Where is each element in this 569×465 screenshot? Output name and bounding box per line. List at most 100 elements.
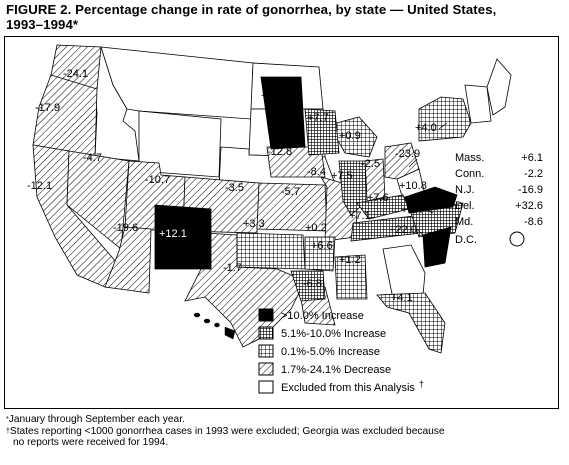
legend-swatch-increase-5-10 bbox=[258, 326, 274, 340]
label-OH: -23.9 bbox=[395, 148, 420, 160]
state-SC bbox=[422, 226, 452, 268]
legend-swatch-increase-0-5 bbox=[258, 344, 274, 358]
state-OK bbox=[236, 232, 306, 270]
figure-title-line-1: FIGURE 2. Percentage change in rate of g… bbox=[6, 2, 497, 17]
northeast-values: Mass. +6.1 Conn. -2.2 N.J. -16.9 Del. +3… bbox=[455, 152, 543, 247]
legend-label-increase-5-10: 5.1%-10.0% Increase bbox=[281, 328, 386, 340]
state-OR bbox=[32, 74, 98, 158]
state-AR bbox=[304, 236, 336, 272]
hawaii-island-2 bbox=[203, 318, 211, 324]
label-IL: +7.5 bbox=[331, 170, 353, 182]
ne-state-6: D.C. bbox=[455, 234, 477, 246]
legend: >10.0% Increase 5.1%-10.0% Increase 0.1%… bbox=[258, 308, 424, 394]
state-WY bbox=[138, 110, 222, 178]
hawaii-island-3 bbox=[214, 322, 220, 328]
label-KY: +7.6 bbox=[367, 192, 389, 204]
ne-state-1: Mass. bbox=[455, 152, 484, 164]
state-LA bbox=[290, 270, 326, 302]
leader-NC bbox=[424, 208, 434, 214]
label-NM: +12.1 bbox=[159, 228, 187, 240]
label-NC: +7.4 bbox=[401, 204, 423, 216]
label-MN: +29.2 bbox=[261, 90, 289, 102]
state-MN bbox=[260, 76, 306, 150]
state-OH bbox=[384, 142, 420, 180]
legend-label-decrease: 1.7%-24.1% Decrease bbox=[281, 364, 391, 376]
footnote-star-mark: * bbox=[6, 416, 9, 423]
us-map: -24.1 -17.9 -4.7 -12.1 -10.7 -19.6 +12.1… bbox=[27, 44, 543, 394]
label-NV: -4.7 bbox=[83, 152, 102, 164]
label-CO: -3.5 bbox=[225, 182, 244, 194]
increase-0-5-states bbox=[236, 96, 472, 354]
figure-title: FIGURE 2. Percentage change in rate of g… bbox=[6, 2, 562, 32]
footnotes: *January through September each year. †S… bbox=[6, 414, 562, 449]
label-WI: +7.7 bbox=[307, 112, 329, 124]
label-CA: -12.1 bbox=[27, 180, 52, 192]
label-OR: -17.9 bbox=[35, 102, 60, 114]
label-KS: -5.7 bbox=[281, 186, 300, 198]
legend-label-excluded: Excluded from this Analysis † bbox=[281, 379, 424, 394]
label-SC: +22.0 bbox=[389, 224, 417, 236]
label-TX: -1.7 bbox=[223, 262, 242, 274]
decrease-states bbox=[32, 44, 420, 348]
state-labels: -24.1 -17.9 -4.7 -12.1 -10.7 -19.6 +12.1… bbox=[27, 68, 437, 304]
footnote-dagger-text-1: States reporting <1000 gonorrhea cases i… bbox=[9, 425, 445, 437]
footnote-dagger: †States reporting <1000 gonorrhea cases … bbox=[6, 426, 562, 438]
leader-OH bbox=[408, 158, 418, 168]
state-AZ bbox=[104, 226, 152, 294]
label-IA: -12.8 bbox=[267, 146, 292, 158]
state-NM bbox=[154, 204, 212, 270]
state-FL bbox=[376, 292, 446, 354]
state-ME bbox=[486, 58, 512, 116]
hawaii-island-4 bbox=[224, 326, 236, 340]
map-frame bbox=[4, 36, 559, 409]
ne-state-3: N.J. bbox=[455, 184, 475, 196]
ne-value-4: +32.6 bbox=[515, 200, 543, 212]
legend-label-increase-gt10: >10.0% Increase bbox=[281, 310, 364, 322]
state-NY bbox=[418, 96, 472, 142]
state-WI bbox=[304, 108, 340, 156]
leader-NY bbox=[438, 122, 448, 130]
ne-value-1: +6.1 bbox=[521, 152, 543, 164]
label-VA: +10.8 bbox=[399, 180, 427, 192]
label-AL: +1.2 bbox=[339, 254, 361, 266]
state-NH-VT bbox=[464, 84, 492, 124]
label-MO: -8.4 bbox=[307, 166, 326, 178]
label-WA: -24.1 bbox=[63, 68, 88, 80]
increase-gt10-states bbox=[154, 76, 458, 270]
footnote-star-text: January through September each year. bbox=[8, 414, 185, 425]
leader-SC bbox=[416, 228, 430, 242]
legend-swatch-increase-gt10 bbox=[258, 308, 274, 322]
legend-swatch-excluded bbox=[258, 380, 274, 394]
label-LA: +6.6 bbox=[311, 240, 333, 252]
label-MI: +0.9 bbox=[339, 130, 361, 142]
label-AZ: -19.6 bbox=[113, 222, 138, 234]
ne-state-2: Conn. bbox=[455, 168, 484, 180]
ne-value-2: -2.2 bbox=[524, 168, 543, 180]
legend-swatch-decrease bbox=[258, 362, 274, 376]
state-AL bbox=[334, 254, 368, 300]
state-GA bbox=[382, 244, 426, 300]
state-IL bbox=[338, 160, 368, 216]
ne-state-4: Del. bbox=[455, 200, 475, 212]
hawaii-island-1 bbox=[193, 312, 201, 318]
state-MI bbox=[328, 116, 378, 158]
label-OK: +3.3 bbox=[243, 218, 265, 230]
label-NY: +4.0 bbox=[415, 122, 437, 134]
legend-excluded-dagger: † bbox=[419, 379, 424, 389]
label-IN: -2.5 bbox=[361, 158, 380, 170]
state-VA bbox=[404, 186, 458, 214]
label-AR: +0.2 bbox=[305, 222, 327, 234]
label-MS: -6.8 bbox=[303, 278, 322, 290]
legend-label-increase-0-5: 0.1%-5.0% Increase bbox=[281, 346, 380, 358]
label-FL: +4.1 bbox=[391, 292, 413, 304]
ne-state-5: Md. bbox=[455, 216, 473, 228]
legend-excluded-text: Excluded from this Analysis bbox=[281, 382, 415, 394]
label-TN: +7.1 bbox=[349, 210, 371, 222]
dc-excluded-icon bbox=[509, 231, 525, 247]
ne-value-5: -8.6 bbox=[524, 216, 543, 228]
ne-value-3: -16.9 bbox=[518, 184, 543, 196]
leader-lines bbox=[408, 122, 448, 242]
footnote-star: *January through September each year. bbox=[6, 414, 562, 426]
figure-title-line-2: 1993–1994* bbox=[6, 17, 79, 32]
footnote-dagger-mark: † bbox=[6, 427, 10, 435]
